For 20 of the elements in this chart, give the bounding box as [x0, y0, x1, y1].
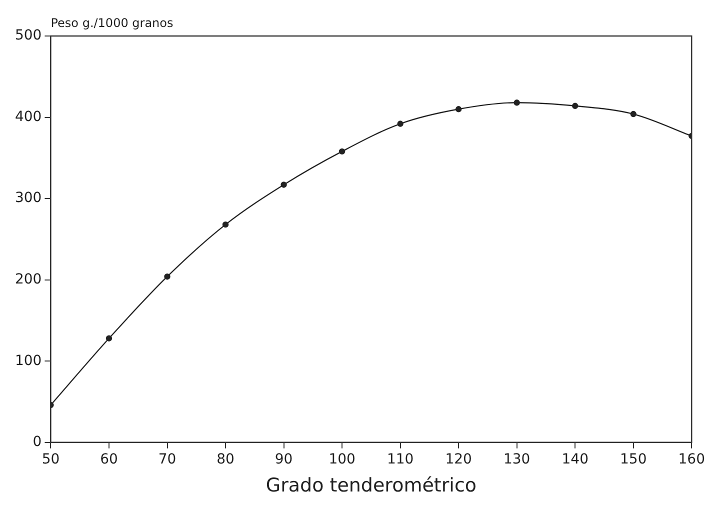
y-tick-label: 200 — [14, 271, 42, 288]
x-tick-label: 150 — [620, 451, 647, 468]
x-tick-label: 120 — [445, 451, 472, 468]
x-tick-label: 110 — [386, 451, 414, 468]
x-tick-label: 140 — [562, 451, 588, 468]
y-tick-label: 300 — [14, 190, 42, 206]
y-tick-label: 0 — [32, 434, 42, 450]
y-axis-title: Peso g./1000 granos — [50, 16, 174, 30]
x-tick-label: 160 — [678, 451, 706, 468]
y-tick-label: 500 — [14, 28, 42, 44]
x-tick-label: 130 — [503, 451, 530, 468]
x-tick-label: 90 — [274, 451, 293, 468]
x-tick-label: 70 — [158, 451, 176, 468]
y-tick-label: 400 — [14, 108, 42, 125]
x-tick-label: 100 — [328, 451, 356, 468]
y-tick-label: 100 — [14, 352, 42, 369]
x-axis-title: Grado tenderométrico — [266, 474, 477, 497]
x-tick-label: 50 — [42, 451, 60, 468]
x-tick-label: 80 — [216, 451, 234, 468]
x-tick-label: 60 — [100, 451, 118, 468]
